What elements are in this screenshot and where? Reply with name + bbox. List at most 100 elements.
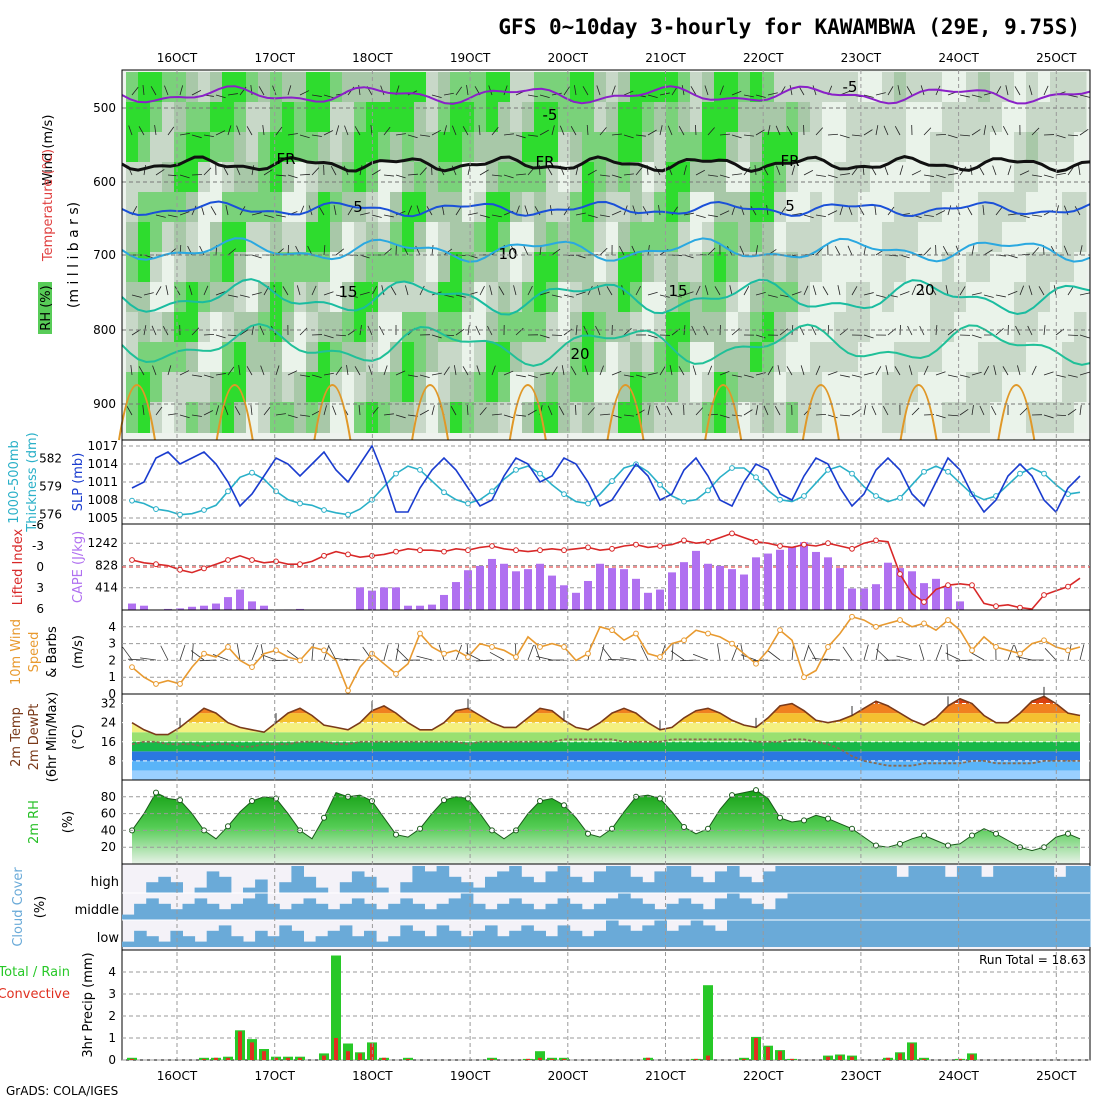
rh-cell	[786, 162, 799, 193]
wind-barb	[431, 372, 442, 376]
wind-barb	[131, 86, 139, 96]
wind-barb	[419, 134, 430, 137]
rh-cell	[450, 402, 463, 433]
cloud-cell-low	[606, 920, 619, 947]
cape-bar	[872, 584, 880, 610]
wind-barb	[370, 125, 373, 136]
wind-barb	[131, 294, 142, 298]
wind-barb	[791, 212, 802, 216]
cape-bar	[200, 605, 208, 610]
rh-cell	[642, 192, 655, 223]
rh-tick: 40	[101, 823, 116, 837]
li-tick: 0	[36, 560, 44, 574]
date-tick-top: 17OCT	[254, 51, 295, 65]
rh-cell	[810, 342, 823, 373]
wind-barb	[551, 334, 563, 336]
wind-barb	[1031, 127, 1040, 136]
rh-cell	[894, 72, 907, 103]
wind-barb	[503, 133, 514, 136]
wind-barb	[719, 210, 730, 216]
rh-cell	[330, 132, 343, 163]
wind10-label-1: 10m Wind	[9, 619, 24, 685]
rh-cell	[546, 72, 559, 103]
cloud-cell-middle	[255, 893, 268, 920]
rh-cell	[330, 222, 343, 253]
wind-barb	[714, 286, 721, 296]
wind-barb	[1079, 245, 1083, 256]
rh-cell	[822, 402, 835, 433]
rh-cell	[762, 102, 775, 133]
wind-barb	[395, 370, 406, 376]
cloud-cell-high	[1065, 866, 1079, 893]
wind-barb	[847, 245, 853, 256]
cloud-cell-low	[472, 930, 486, 947]
wind-speed-line-point	[1017, 650, 1023, 657]
rh-cell	[846, 132, 859, 163]
wind-barb	[467, 212, 478, 216]
rh-cell	[318, 312, 331, 343]
rh-cell	[378, 402, 391, 433]
wind-barb	[659, 294, 670, 298]
wind-speed-line-point	[585, 650, 591, 657]
cloud-cell-middle	[351, 898, 365, 920]
wind-barb	[479, 407, 487, 416]
rh-cell	[402, 222, 415, 253]
rh-cell	[630, 342, 643, 373]
rh-point	[801, 817, 807, 824]
thickness-line-point	[225, 488, 231, 495]
wind-barb	[703, 325, 709, 336]
wind-barb	[318, 206, 325, 216]
rh-cell	[534, 372, 547, 403]
cloud-cell-middle	[642, 903, 655, 920]
wind-barb	[390, 286, 397, 296]
top-date-axis: 16OCT 17OCT 18OCT 19OCT 20OCT 21OCT 22OCT 23OCT…	[157, 51, 1077, 65]
wind-barb	[755, 129, 765, 136]
contour-25	[118, 384, 156, 441]
rh-point	[777, 814, 783, 821]
rh-cell	[1038, 192, 1051, 223]
wind-barb	[131, 329, 141, 336]
wind-barb	[731, 173, 742, 176]
wind-barb-10m	[670, 650, 685, 661]
cloud-cell-low	[1041, 920, 1055, 947]
rh-point	[681, 824, 687, 831]
wind-barb	[907, 325, 913, 336]
cloud-cell-middle	[944, 893, 958, 920]
cloud-cell-middle	[400, 898, 413, 920]
rh-cell	[270, 342, 283, 373]
rh-cell	[186, 252, 199, 283]
rh-cell	[822, 372, 835, 403]
rh-cell	[702, 342, 715, 373]
wind-barb	[743, 94, 754, 98]
wind-barb	[263, 169, 273, 176]
precip-tick: 0	[108, 1053, 116, 1067]
wind-barb	[479, 169, 489, 176]
rh-cell	[594, 72, 607, 103]
cloud-cell-middle	[412, 903, 425, 920]
cape-tick: 828	[95, 558, 118, 572]
contour-freezing	[121, 155, 1091, 173]
wind-barb	[707, 247, 716, 256]
cape-bar	[536, 563, 544, 610]
wind-barb	[935, 414, 946, 419]
rh-cell	[558, 402, 571, 433]
rh-cell	[834, 312, 847, 343]
rh-cell	[894, 102, 907, 133]
cape-bar	[620, 569, 628, 610]
rh-cell	[534, 222, 547, 253]
rh-cell	[966, 72, 979, 103]
wind-barb	[335, 366, 343, 376]
rh-cell	[822, 252, 835, 283]
wind-barb	[923, 174, 934, 177]
rh-cell	[786, 102, 799, 133]
rh-cell	[714, 402, 727, 433]
wind-speed-line-point	[657, 654, 663, 660]
rh-cell	[582, 222, 595, 253]
rh-cell	[426, 282, 439, 313]
rh-cell	[522, 402, 535, 433]
rh-point	[1065, 830, 1071, 837]
rh-cell	[414, 102, 427, 133]
rh-cell	[198, 312, 211, 343]
wind-barb	[885, 365, 889, 376]
rh-cell	[318, 192, 331, 223]
